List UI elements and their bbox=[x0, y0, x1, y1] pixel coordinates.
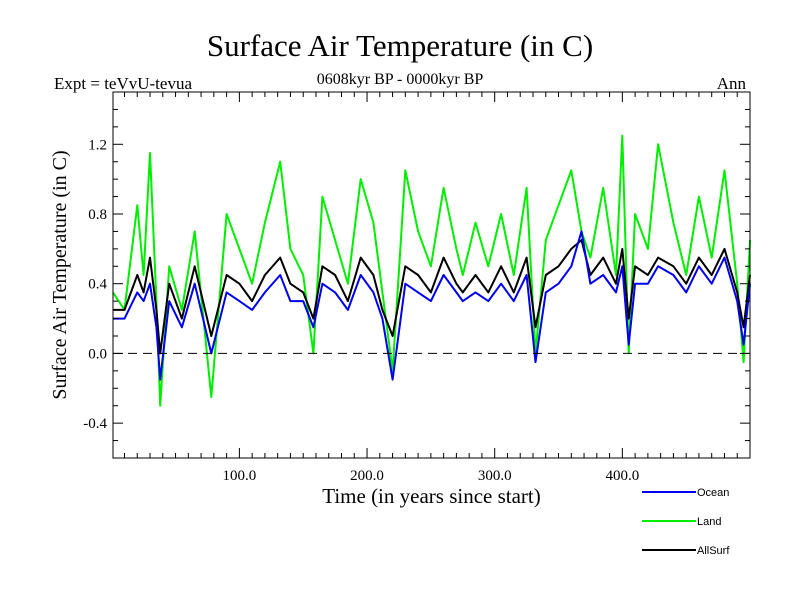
legend-label-ocean: Ocean bbox=[697, 487, 729, 499]
x-tick-label: 100.0 bbox=[223, 468, 257, 484]
y-axis-label: Surface Air Temperature (in C) bbox=[49, 150, 71, 399]
series-line-land bbox=[112, 134, 751, 407]
x-axis-label: Time (in years since start) bbox=[322, 484, 541, 508]
y-tick-label: 0.8 bbox=[88, 207, 107, 223]
x-tick-label: 400.0 bbox=[605, 468, 639, 484]
y-tick-label: 0.4 bbox=[88, 277, 107, 293]
ticks-layer bbox=[113, 92, 750, 458]
season-label: Ann bbox=[716, 74, 746, 93]
y-tick-label: -0.4 bbox=[83, 416, 107, 432]
x-tick-label: 200.0 bbox=[350, 468, 384, 484]
series-line-ocean bbox=[113, 230, 751, 381]
experiment-label: Expt = teVvU-tevua bbox=[54, 74, 192, 93]
series-line-allsurf bbox=[113, 239, 751, 355]
x-tick-label: 300.0 bbox=[478, 468, 512, 484]
series-layer bbox=[112, 134, 751, 407]
chart-title: Surface Air Temperature (in C) bbox=[206, 28, 594, 63]
plot-frame bbox=[112, 91, 751, 459]
y-tick-label: 1.2 bbox=[88, 137, 107, 153]
legend: Ocean Land AllSurf bbox=[642, 487, 730, 557]
y-tick-label: 0.0 bbox=[88, 346, 107, 362]
period-label: 0608kyr BP - 0000kyr BP bbox=[316, 71, 484, 88]
legend-label-land: Land bbox=[697, 516, 721, 528]
legend-label-allsurf: AllSurf bbox=[697, 545, 730, 557]
tick-labels-layer: 100.0 200.0 300.0 400.0 -0.4 0.0 0.4 0.8 1.2 bbox=[83, 137, 639, 484]
